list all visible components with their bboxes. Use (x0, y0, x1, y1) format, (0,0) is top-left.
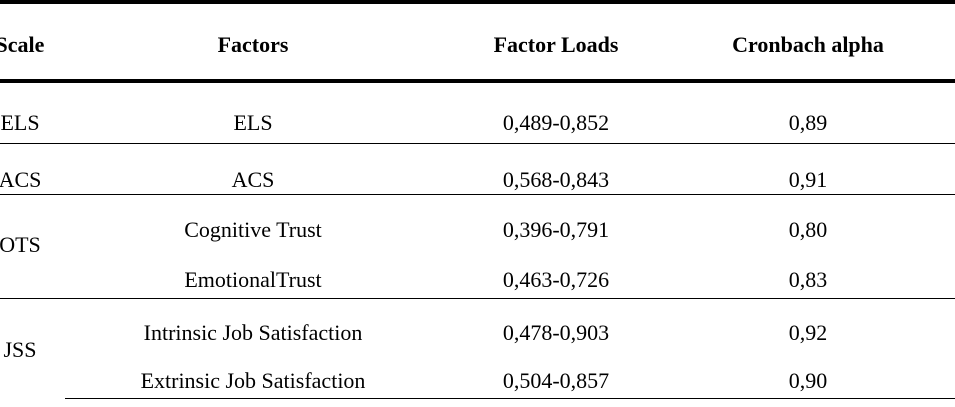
cell: ELS (233, 110, 273, 135)
cell: Intrinsic Job Satisfaction (143, 320, 363, 345)
scale-cell: JSS (3, 337, 37, 362)
header-cell: Factor Loads (493, 32, 619, 57)
scale-cell: ACS (0, 167, 42, 192)
cell: 0,91 (788, 167, 828, 192)
scale-cell: ELS (0, 110, 40, 135)
rule (0, 0, 955, 4)
rule (65, 398, 955, 399)
rule (0, 143, 955, 144)
cell: 0,504-0,857 (502, 368, 610, 393)
rule (0, 79, 955, 83)
header-cell: Scale (0, 32, 45, 57)
cell: 0,568-0,843 (502, 167, 610, 192)
rule (0, 298, 955, 299)
cell: 0,89 (788, 110, 828, 135)
cell: 0,83 (788, 267, 828, 292)
cell: Cognitive Trust (184, 217, 322, 242)
cell: 0,478-0,903 (502, 320, 610, 345)
cell: Extrinsic Job Satisfaction (140, 368, 366, 393)
rule (0, 194, 955, 195)
cell: 0,92 (788, 320, 828, 345)
header-cell: Cronbach alpha (732, 32, 884, 57)
scale-cell: OTS (0, 232, 41, 257)
cell: 0,396-0,791 (502, 217, 610, 242)
cell: 0,90 (788, 368, 828, 393)
header-cell: Factors (217, 32, 289, 57)
cell: EmotionalTrust (184, 267, 322, 292)
cell: 0,463-0,726 (502, 267, 610, 292)
cell: 0,489-0,852 (502, 110, 610, 135)
cell: ACS (231, 167, 275, 192)
cell: 0,80 (788, 217, 828, 242)
